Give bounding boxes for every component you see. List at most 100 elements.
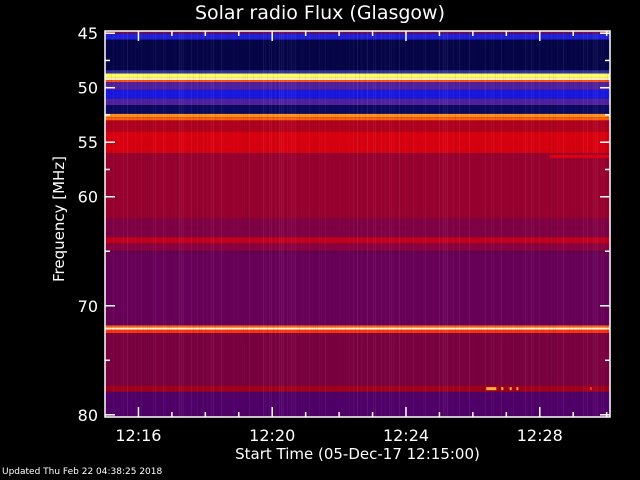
noise-stripe: [225, 31, 226, 417]
noise-stripe: [401, 31, 402, 417]
noise-stripe: [333, 31, 334, 417]
emission-feature: [589, 387, 592, 391]
updated-timestamp: Updated Thu Feb 22 04:38:25 2018: [2, 467, 163, 477]
noise-stripe: [599, 31, 600, 417]
x-tick-label: 12:28: [517, 426, 563, 445]
noise-stripe: [515, 31, 516, 417]
noise-stripe: [513, 31, 514, 417]
noise-stripe: [363, 31, 364, 417]
noise-stripe: [239, 31, 240, 417]
noise-stripe: [335, 31, 336, 417]
noise-stripe: [547, 31, 548, 417]
noise-stripe: [245, 31, 246, 417]
noise-stripe: [127, 31, 128, 417]
noise-stripe: [313, 31, 314, 417]
noise-stripe: [405, 31, 406, 417]
noise-stripe: [151, 31, 152, 417]
noise-stripe: [449, 31, 450, 417]
noise-stripe: [267, 31, 268, 417]
emission-feature: [516, 387, 519, 391]
x-axis-label: Start Time (05-Dec-17 12:15:00): [235, 445, 480, 463]
noise-stripe: [527, 31, 528, 417]
noise-stripe: [485, 31, 486, 417]
noise-stripe: [443, 31, 444, 417]
noise-stripe: [517, 31, 518, 417]
noise-stripe: [153, 31, 154, 417]
noise-stripe: [565, 31, 566, 417]
noise-stripe: [203, 31, 204, 417]
noise-stripe: [585, 31, 586, 417]
noise-stripe: [403, 31, 404, 417]
noise-stripe: [277, 31, 278, 417]
noise-stripe: [309, 31, 310, 417]
noise-stripe: [131, 31, 132, 417]
noise-stripe: [477, 31, 478, 417]
x-tick-label: 12:16: [115, 426, 161, 445]
noise-stripe: [455, 31, 456, 417]
noise-stripe: [481, 31, 482, 417]
noise-stripe: [423, 31, 424, 417]
noise-stripe: [429, 31, 430, 417]
noise-stripe: [559, 31, 560, 417]
noise-stripe: [607, 31, 608, 417]
noise-stripe: [247, 31, 248, 417]
frequency-band: [105, 385, 610, 392]
noise-stripe: [391, 31, 392, 417]
y-tick-label: 45: [78, 24, 98, 43]
noise-stripe: [109, 31, 110, 417]
frequency-band: [105, 39, 610, 71]
noise-stripe: [433, 31, 434, 417]
noise-stripe: [543, 31, 544, 417]
frequency-band: [105, 329, 610, 334]
frequency-band: [105, 251, 610, 326]
noise-stripe: [273, 31, 274, 417]
noise-stripe: [169, 31, 170, 417]
frequency-band: [105, 325, 610, 328]
noise-stripe: [177, 31, 178, 417]
noise-stripe: [171, 31, 172, 417]
noise-stripe: [183, 31, 184, 417]
noise-stripe: [545, 31, 546, 417]
noise-stripe: [157, 31, 158, 417]
noise-stripe: [473, 31, 474, 417]
frequency-band: [105, 89, 610, 99]
noise-stripe: [375, 31, 376, 417]
noise-stripe: [529, 31, 530, 417]
y-tick-label: 50: [78, 79, 98, 98]
noise-stripe: [439, 31, 440, 417]
noise-stripe: [587, 31, 588, 417]
noise-stripe: [533, 31, 534, 417]
noise-stripe: [215, 31, 216, 417]
noise-stripe: [351, 31, 352, 417]
noise-stripe: [355, 31, 356, 417]
noise-stripe: [483, 31, 484, 417]
y-tick-label: 70: [78, 297, 98, 316]
noise-stripe: [289, 31, 290, 417]
noise-stripe: [399, 31, 400, 417]
noise-stripe: [495, 31, 496, 417]
noise-stripe: [457, 31, 458, 417]
noise-stripe: [409, 31, 410, 417]
frequency-band: [105, 80, 610, 83]
noise-stripe: [567, 31, 568, 417]
noise-stripe: [383, 31, 384, 417]
noise-stripe: [595, 31, 596, 417]
noise-stripe: [295, 31, 296, 417]
noise-stripe: [417, 31, 418, 417]
noise-stripe: [121, 31, 122, 417]
noise-stripe: [175, 31, 176, 417]
noise-stripe: [597, 31, 598, 417]
noise-stripe: [603, 31, 604, 417]
noise-stripe: [115, 31, 116, 417]
noise-stripe: [465, 31, 466, 417]
noise-stripe: [347, 31, 348, 417]
noise-stripe: [581, 31, 582, 417]
noise-stripe: [379, 31, 380, 417]
noise-stripe: [573, 31, 574, 417]
noise-stripe: [173, 31, 174, 417]
noise-stripe: [305, 31, 306, 417]
noise-stripe: [301, 31, 302, 417]
noise-stripe: [261, 31, 262, 417]
frequency-band: [105, 117, 610, 121]
